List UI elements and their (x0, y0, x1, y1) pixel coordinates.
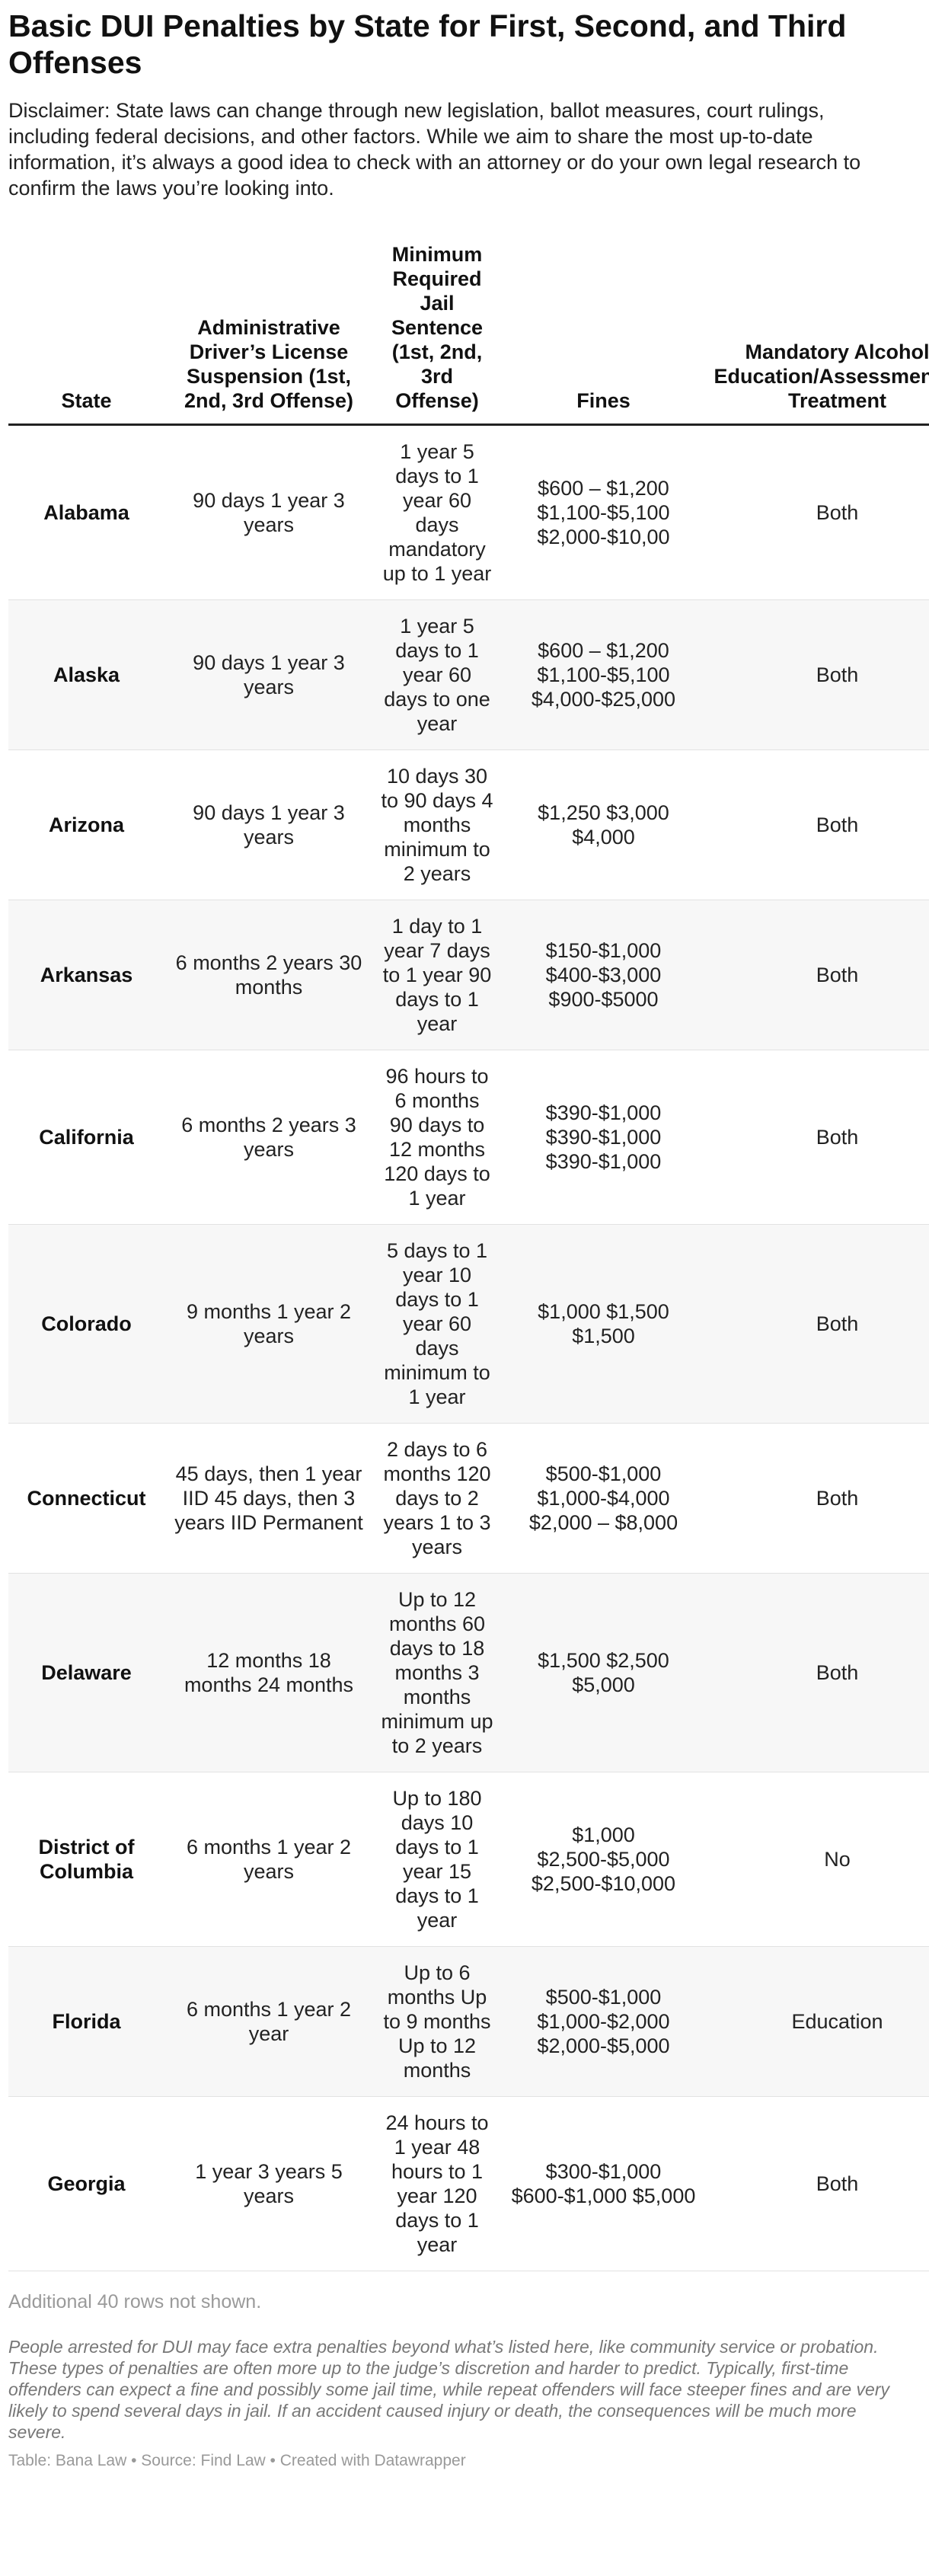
table-cell: $1,500 $2,500 $5,000 (501, 1573, 706, 1772)
table-cell: 45 days, then 1 year IID 45 days, then 3… (164, 1423, 373, 1574)
table-cell: Education (706, 1946, 929, 2097)
state-cell: Arkansas (8, 900, 164, 1050)
table-cell: $300-$1,000 $600-$1,000 $5,000 (501, 2096, 706, 2271)
state-cell: Alabama (8, 424, 164, 600)
table-cell: Both (706, 1423, 929, 1574)
table-row: Colorado 9 months 1 year 2 years 5 days to… (8, 1224, 929, 1424)
table-cell: 1 day to 1 year 7 days to 1 year 90 days… (373, 900, 501, 1050)
table-cell: 1 year 5 days to 1 year 60 days mandator… (373, 424, 501, 600)
disclaimer: Disclaimer: State laws can change throug… (8, 99, 861, 200)
state-cell: Connecticut (8, 1423, 164, 1574)
more-rows: Additional 40 rows not shown. (8, 2291, 262, 2312)
state-cell: Georgia (8, 2096, 164, 2271)
column-header: Administrative Driver’s License Suspensi… (164, 238, 373, 426)
state-cell: Alaska (8, 599, 164, 750)
table-cell: 2 days to 6 months 120 days to 2 years 1… (373, 1423, 501, 1574)
table-cell: 12 months 18 months 24 months (164, 1573, 373, 1772)
table-cell: 96 hours to 6 months 90 days to 12 month… (373, 1050, 501, 1225)
table-cell: $1,000 $1,500 $1,500 (501, 1224, 706, 1424)
table-cell: 5 days to 1 year 10 days to 1 year 60 da… (373, 1224, 501, 1424)
state-cell: Florida (8, 1946, 164, 2097)
column-header: Minimum Required Jail Sentence (1st, 2nd… (373, 238, 501, 426)
header-row: State Administrative Driver’s License Sus… (8, 238, 929, 426)
table-cell: Both (706, 900, 929, 1050)
table-cell: $390-$1,000 $390-$1,000 $390-$1,000 (501, 1050, 706, 1225)
table-row: Connecticut 45 days, then 1 year IID 45 d… (8, 1423, 929, 1574)
table-row: California 6 months 2 years 3 years 96 hou… (8, 1050, 929, 1225)
table-row: Delaware 12 months 18 months 24 months Up … (8, 1573, 929, 1772)
state-cell: Arizona (8, 749, 164, 900)
state-cell: Colorado (8, 1224, 164, 1424)
table-row: Florida 6 months 1 year 2 year Up to 6 mon… (8, 1946, 929, 2097)
footer: Table: Bana Law • Source: Find Law • Cre… (8, 2452, 466, 2469)
table-cell: 90 days 1 year 3 years (164, 749, 373, 900)
table-cell: 10 days 30 to 90 days 4 months minimum t… (373, 749, 501, 900)
table-row: Arkansas 6 months 2 years 30 months 1 day … (8, 900, 929, 1050)
state-cell: Delaware (8, 1573, 164, 1772)
table-row: District of Columbia 6 months 1 year 2 ye… (8, 1772, 929, 1947)
table-cell: 6 months 1 year 2 years (164, 1772, 373, 1947)
table-container: State Administrative Driver’s License Sus… (8, 238, 929, 2271)
container: Basic DUI Penalties by State for First, … (8, 8, 929, 2469)
table-cell: $150-$1,000 $400-$3,000 $900-$5000 (501, 900, 706, 1050)
table-cell: 90 days 1 year 3 years (164, 424, 373, 600)
table-cell: 6 months 2 years 30 months (164, 900, 373, 1050)
table-cell: $600 – $1,200 $1,100-$5,100 $2,000-$10,0… (501, 424, 706, 600)
table-cell: $500-$1,000 $1,000-$4,000 $2,000 – $8,00… (501, 1423, 706, 1574)
column-header: Mandatory Alcohol Education/Assessment &… (706, 238, 929, 426)
table-cell: Both (706, 2096, 929, 2271)
table-cell: 6 months 2 years 3 years (164, 1050, 373, 1225)
title: Basic DUI Penalties by State for First, … (8, 8, 847, 80)
table-row: Alabama 90 days 1 year 3 years 1 year 5 da… (8, 424, 929, 600)
table-row: Alaska 90 days 1 year 3 years 1 year 5 day… (8, 599, 929, 750)
table-cell: Up to 180 days 10 days to 1 year 15 days… (373, 1772, 501, 1947)
table-cell: Both (706, 1224, 929, 1424)
table-cell: $600 – $1,200 $1,100-$5,100 $4,000-$25,0… (501, 599, 706, 750)
state-cell: California (8, 1050, 164, 1225)
table-cell: Up to 6 months Up to 9 months Up to 12 m… (373, 1946, 501, 2097)
table-cell: 90 days 1 year 3 years (164, 599, 373, 750)
table-cell: Both (706, 749, 929, 900)
table-body: Alabama 90 days 1 year 3 years 1 year 5 da… (8, 424, 929, 2271)
table-cell: Both (706, 424, 929, 600)
table-cell: 1 year 5 days to 1 year 60 days to one y… (373, 599, 501, 750)
table-cell: Both (706, 1573, 929, 1772)
column-header: Fines (501, 238, 706, 426)
table-cell: Up to 12 months 60 days to 18 months 3 m… (373, 1573, 501, 1772)
table-cell: $1,000 $2,500-$5,000 $2,500-$10,000 (501, 1772, 706, 1947)
table: State Administrative Driver’s License Sus… (8, 238, 929, 2271)
table-cell: $500-$1,000 $1,000-$2,000 $2,000-$5,000 (501, 1946, 706, 2097)
table-cell: 1 year 3 years 5 years (164, 2096, 373, 2271)
table-head: State Administrative Driver’s License Sus… (8, 238, 929, 426)
state-cell: District of Columbia (8, 1772, 164, 1947)
column-header: State (8, 238, 164, 426)
table-cell: 9 months 1 year 2 years (164, 1224, 373, 1424)
table-cell: 6 months 1 year 2 year (164, 1946, 373, 2097)
table-row: Georgia 1 year 3 years 5 years 24 hours to… (8, 2096, 929, 2271)
table-row: Arizona 90 days 1 year 3 years 10 days 30 … (8, 749, 929, 900)
table-cell: 24 hours to 1 year 48 hours to 1 year 12… (373, 2096, 501, 2271)
table-cell: $1,250 $3,000 $4,000 (501, 749, 706, 900)
table-cell: No (706, 1772, 929, 1947)
table-cell: Both (706, 599, 929, 750)
table-cell: Both (706, 1050, 929, 1225)
note: People arrested for DUI may face extra p… (8, 2337, 890, 2442)
